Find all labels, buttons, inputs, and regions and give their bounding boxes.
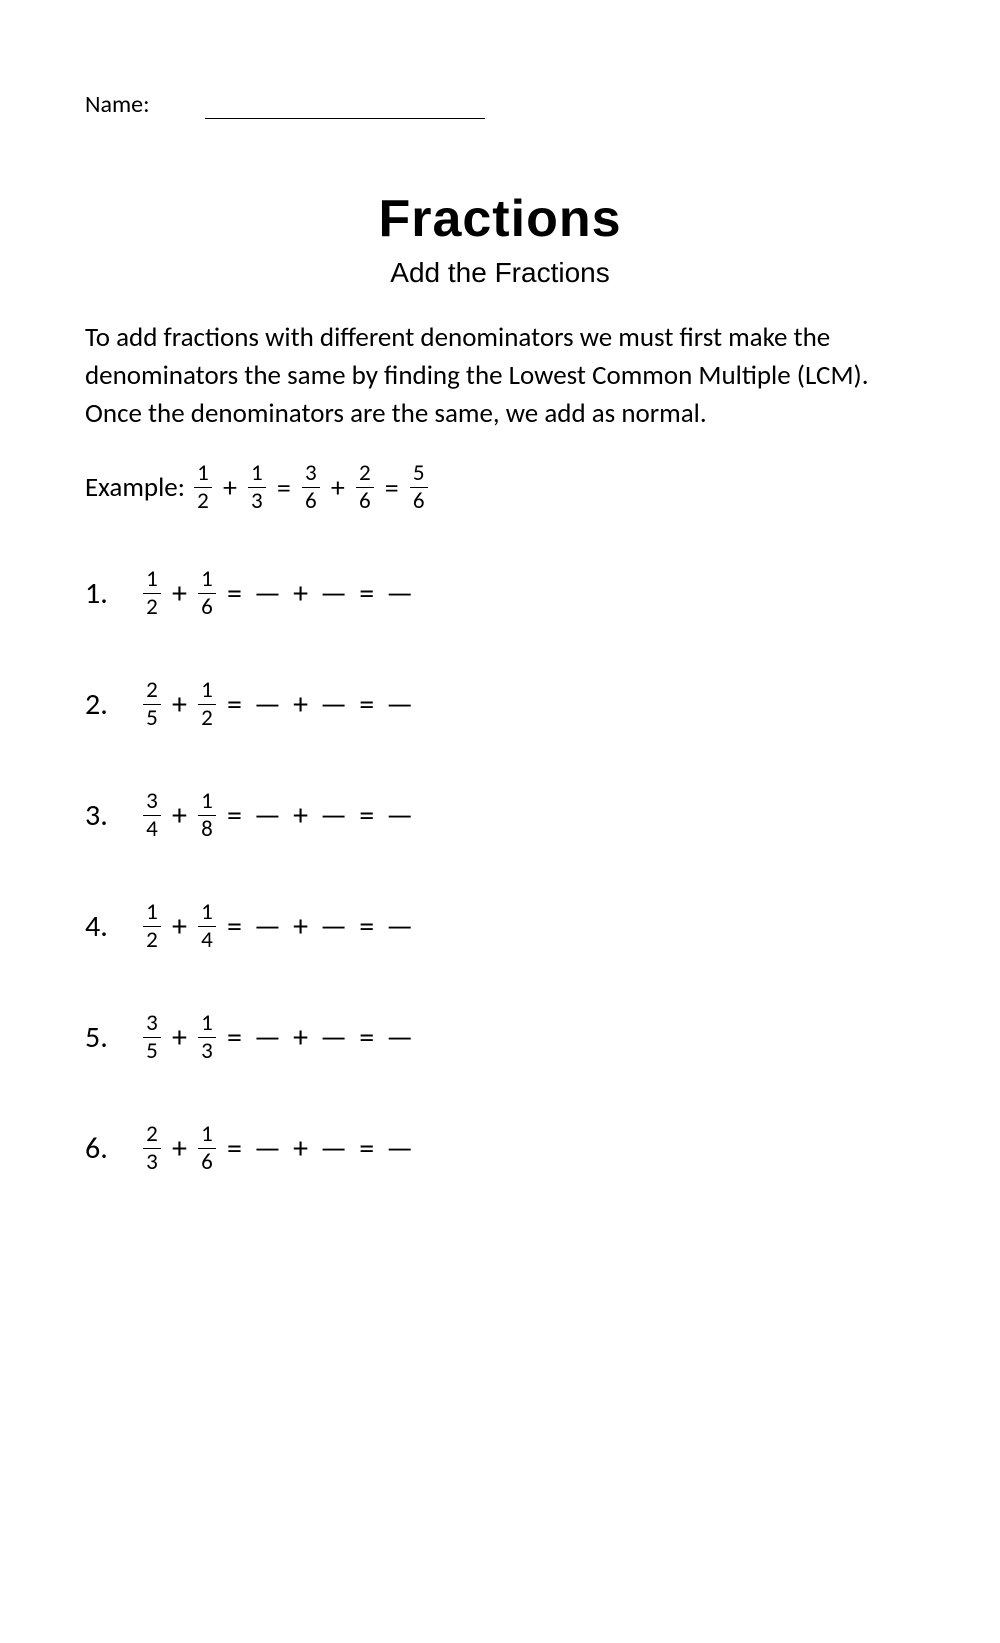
answer-blank[interactable]: — bbox=[386, 575, 413, 612]
problem-fraction-1: 35 bbox=[143, 1012, 161, 1063]
problem-equation: 34 +18 = — + — = — bbox=[140, 790, 417, 841]
plus-sign: + bbox=[331, 470, 345, 505]
problem-fraction-1: 12 bbox=[143, 568, 161, 619]
problem-row: 3.34 +18 = — + — = — bbox=[85, 790, 915, 841]
name-blank[interactable] bbox=[205, 117, 485, 119]
problem-fraction-2: 13 bbox=[198, 1012, 216, 1063]
problem-number: 5. bbox=[85, 1019, 140, 1056]
page-title: Fractions bbox=[85, 189, 915, 249]
plus-sign: + bbox=[293, 908, 308, 945]
problem-row: 1.12 +16 = — + — = — bbox=[85, 568, 915, 619]
problem-number: 6. bbox=[85, 1130, 140, 1167]
plus-sign: + bbox=[293, 1019, 308, 1056]
problem-row: 2.25 +12 = — + — = — bbox=[85, 679, 915, 730]
problem-fraction-2: 14 bbox=[198, 901, 216, 952]
plus-sign: + bbox=[172, 575, 187, 612]
plus-sign: + bbox=[172, 908, 187, 945]
problem-row: 6.23 +16 = — + — = — bbox=[85, 1123, 915, 1174]
problem-number: 3. bbox=[85, 797, 140, 834]
problems-container: 1.12+16=—+—=—2.25+12=—+—=—3.34+18=—+—=—4… bbox=[85, 568, 915, 1174]
equals-sign: = bbox=[359, 1019, 374, 1056]
answer-blank[interactable]: — bbox=[254, 686, 281, 723]
equals-sign: = bbox=[277, 470, 291, 505]
problem-fraction-2: 16 bbox=[198, 568, 216, 619]
plus-sign: + bbox=[172, 1019, 187, 1056]
answer-blank[interactable]: — bbox=[254, 575, 281, 612]
plus-sign: + bbox=[223, 470, 237, 505]
answer-blank[interactable]: — bbox=[320, 797, 347, 834]
equals-sign: = bbox=[227, 1130, 242, 1167]
answer-blank[interactable]: — bbox=[320, 686, 347, 723]
problem-fraction-1: 25 bbox=[143, 679, 161, 730]
problem-number: 2. bbox=[85, 686, 140, 723]
plus-sign: + bbox=[293, 686, 308, 723]
problem-number: 4. bbox=[85, 908, 140, 945]
problem-fraction-2: 18 bbox=[198, 790, 216, 841]
problem-fraction-1: 34 bbox=[143, 790, 161, 841]
example-fraction-5: 5 6 bbox=[410, 462, 428, 513]
example-row: Example: 1 2 + 1 3 = 3 6 + 2 6 = 5 6 bbox=[85, 462, 915, 513]
problem-fraction-1: 23 bbox=[143, 1123, 161, 1174]
answer-blank[interactable]: — bbox=[320, 1019, 347, 1056]
example-fraction-1: 1 2 bbox=[194, 462, 212, 513]
example-fraction-2: 1 3 bbox=[248, 462, 266, 513]
problem-equation: 25 +12 = — + — = — bbox=[140, 679, 417, 730]
problem-number: 1. bbox=[85, 575, 140, 612]
plus-sign: + bbox=[293, 797, 308, 834]
answer-blank[interactable]: — bbox=[386, 1019, 413, 1056]
problem-equation: 23 +16 = — + — = — bbox=[140, 1123, 417, 1174]
answer-blank[interactable]: — bbox=[254, 908, 281, 945]
example-fraction-4: 2 6 bbox=[356, 462, 374, 513]
problem-fraction-1: 12 bbox=[143, 901, 161, 952]
answer-blank[interactable]: — bbox=[320, 908, 347, 945]
equals-sign: = bbox=[359, 575, 374, 612]
problem-equation: 12 +14 = — + — = — bbox=[140, 901, 417, 952]
instructions-text: To add fractions with different denomina… bbox=[85, 319, 915, 432]
plus-sign: + bbox=[172, 686, 187, 723]
equals-sign: = bbox=[227, 1019, 242, 1056]
plus-sign: + bbox=[293, 1130, 308, 1167]
name-line: Name: bbox=[85, 90, 915, 119]
problem-row: 5.35 +13 = — + — = — bbox=[85, 1012, 915, 1063]
answer-blank[interactable]: — bbox=[320, 1130, 347, 1167]
equals-sign: = bbox=[359, 686, 374, 723]
page-subtitle: Add the Fractions bbox=[85, 257, 915, 289]
plus-sign: + bbox=[293, 575, 308, 612]
answer-blank[interactable]: — bbox=[254, 1019, 281, 1056]
problem-equation: 12 +16 = — + — = — bbox=[140, 568, 417, 619]
equals-sign: = bbox=[227, 797, 242, 834]
name-label: Name: bbox=[85, 90, 150, 119]
problem-row: 4.12 +14 = — + — = — bbox=[85, 901, 915, 952]
equals-sign: = bbox=[359, 1130, 374, 1167]
answer-blank[interactable]: — bbox=[386, 1130, 413, 1167]
equals-sign: = bbox=[227, 686, 242, 723]
equals-sign: = bbox=[227, 908, 242, 945]
equals-sign: = bbox=[359, 908, 374, 945]
equals-sign: = bbox=[385, 470, 399, 505]
example-equation: 1 2 + 1 3 = 3 6 + 2 6 = 5 6 bbox=[191, 462, 431, 513]
answer-blank[interactable]: — bbox=[254, 797, 281, 834]
equals-sign: = bbox=[359, 797, 374, 834]
answer-blank[interactable]: — bbox=[254, 1130, 281, 1167]
problem-fraction-2: 16 bbox=[198, 1123, 216, 1174]
answer-blank[interactable]: — bbox=[386, 797, 413, 834]
plus-sign: + bbox=[172, 797, 187, 834]
answer-blank[interactable]: — bbox=[386, 908, 413, 945]
plus-sign: + bbox=[172, 1130, 187, 1167]
equals-sign: = bbox=[227, 575, 242, 612]
answer-blank[interactable]: — bbox=[386, 686, 413, 723]
answer-blank[interactable]: — bbox=[320, 575, 347, 612]
example-fraction-3: 3 6 bbox=[302, 462, 320, 513]
problem-equation: 35 +13 = — + — = — bbox=[140, 1012, 417, 1063]
example-label: Example: bbox=[85, 471, 185, 504]
problem-fraction-2: 12 bbox=[198, 679, 216, 730]
